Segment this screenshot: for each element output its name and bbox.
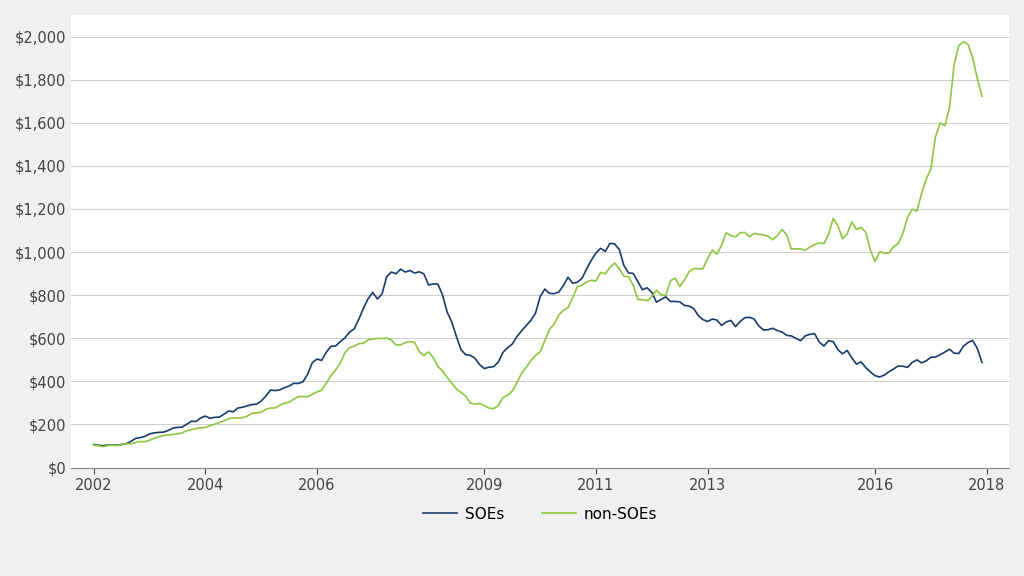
Legend: SOEs, non-SOEs: SOEs, non-SOEs: [418, 501, 664, 528]
SOEs: [451, 333, 463, 340]
non-SOEs: [451, 385, 463, 392]
non-SOEs: [87, 442, 99, 449]
non-SOEs: [460, 393, 472, 400]
SOEs: [604, 240, 616, 247]
SOEs: [199, 412, 211, 419]
SOEs: [976, 359, 988, 366]
SOEs: [599, 248, 611, 255]
non-SOEs: [599, 270, 611, 277]
non-SOEs: [97, 444, 110, 450]
non-SOEs: [976, 93, 988, 100]
non-SOEs: [199, 424, 211, 431]
Line: SOEs: SOEs: [93, 243, 982, 446]
non-SOEs: [650, 287, 663, 294]
SOEs: [655, 296, 668, 303]
SOEs: [460, 351, 472, 358]
Line: non-SOEs: non-SOEs: [93, 41, 982, 447]
SOEs: [97, 442, 110, 449]
SOEs: [539, 286, 551, 293]
non-SOEs: [539, 337, 551, 344]
non-SOEs: [957, 38, 970, 45]
SOEs: [87, 441, 99, 448]
